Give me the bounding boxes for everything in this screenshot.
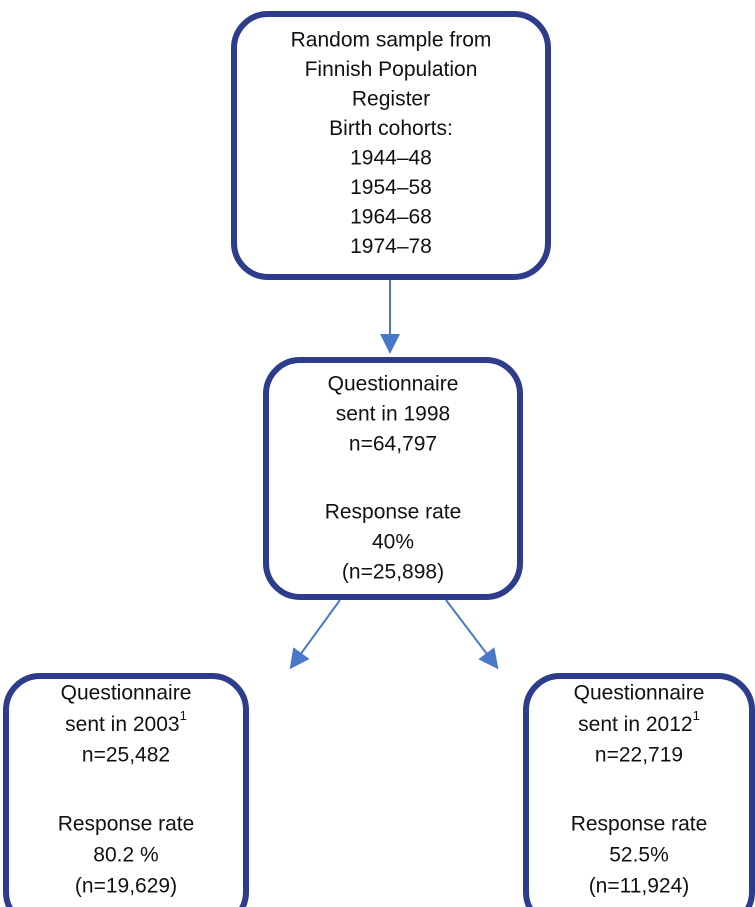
node-text: 80.2 % bbox=[93, 844, 158, 867]
node: Questionnaire sent in 1998 n=64,797 Respons… bbox=[263, 357, 523, 600]
node-text: Register bbox=[352, 88, 430, 111]
node-text: Birth cohorts: bbox=[329, 117, 453, 140]
node-text: (n=25,898) bbox=[342, 561, 444, 584]
node-text: sent in 20031 bbox=[65, 708, 187, 735]
node-box bbox=[3, 673, 249, 907]
node-text: sent in 20121 bbox=[578, 708, 700, 735]
arrow bbox=[445, 599, 499, 670]
node-box bbox=[231, 11, 551, 280]
node-text: (n=11,924) bbox=[589, 875, 690, 898]
node: Questionnaire sent in 20121 n=22,719 Respon… bbox=[523, 673, 755, 907]
node-text: Response rate bbox=[58, 813, 195, 836]
node-text: 1954–58 bbox=[350, 176, 432, 199]
node-text: n=25,482 bbox=[82, 744, 170, 767]
node-text: sent in 2012 bbox=[578, 713, 692, 736]
node-text: Finnish Population bbox=[305, 58, 478, 81]
node-box bbox=[263, 357, 523, 600]
node-text: (n=19,629) bbox=[75, 875, 177, 898]
arrow bbox=[289, 599, 341, 670]
superscript: 1 bbox=[693, 708, 700, 723]
node-text: Questionnaire bbox=[61, 682, 192, 705]
node-text: 52.5% bbox=[609, 844, 669, 867]
node-text: 1974–78 bbox=[350, 235, 432, 258]
node-text: 40% bbox=[372, 531, 414, 554]
node: Questionnaire sent in 20031 n=25,482 Respon… bbox=[3, 673, 249, 907]
node-text: 1964–68 bbox=[350, 206, 432, 229]
node: Random sample from Finnish Population Regi… bbox=[231, 11, 551, 280]
node-text: Questionnaire bbox=[328, 373, 459, 396]
node-text: Random sample from bbox=[291, 29, 492, 52]
node-text: n=64,797 bbox=[349, 433, 437, 456]
node-text: sent in 1998 bbox=[336, 403, 450, 426]
node-text: 1944–48 bbox=[350, 147, 432, 170]
superscript: 1 bbox=[180, 708, 187, 723]
node-text: Response rate bbox=[571, 813, 708, 836]
node-text: n=22,719 bbox=[595, 744, 683, 767]
node-text: Response rate bbox=[325, 501, 462, 524]
node-box bbox=[523, 673, 755, 907]
node-text: sent in 2003 bbox=[65, 713, 179, 736]
node-text: Questionnaire bbox=[574, 682, 705, 705]
